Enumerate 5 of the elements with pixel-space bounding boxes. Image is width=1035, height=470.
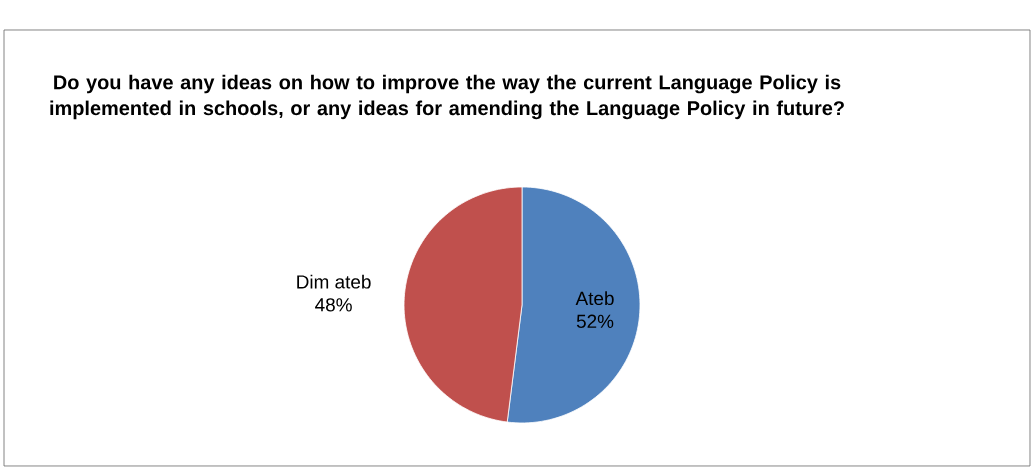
slice-label: Ateb [575, 291, 614, 306]
data-label: 48% [315, 298, 352, 312]
slice-label: Dim ateb [297, 274, 371, 289]
data-label: 52% [576, 314, 614, 328]
chart-title: Do you have any ideas on how to improve the way the current Language Policy is implemented in schools, or any ideas for amending the Language Policy in future? [50, 74, 844, 120]
